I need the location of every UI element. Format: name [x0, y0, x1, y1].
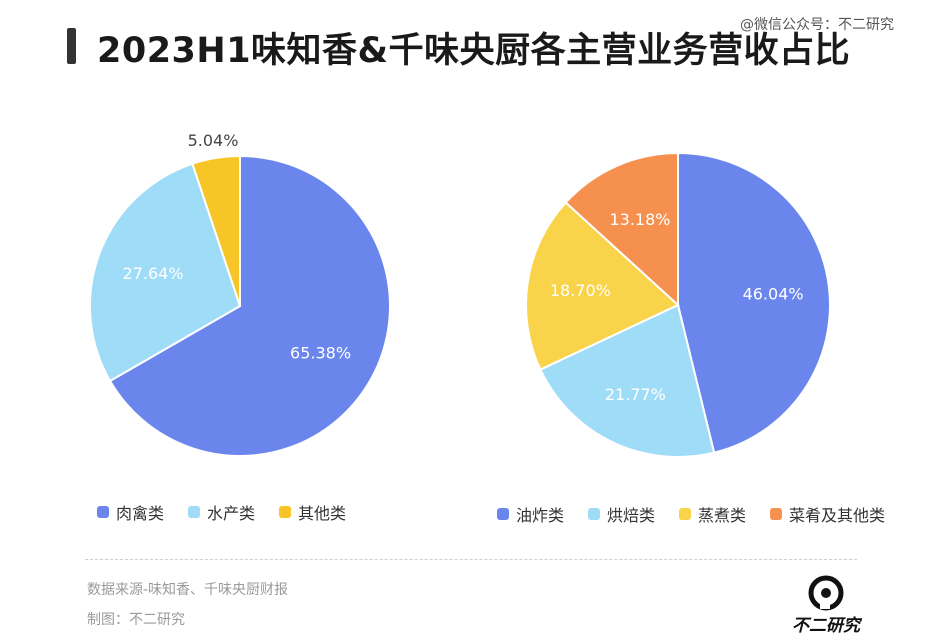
pie-data-label: 21.77% [605, 385, 666, 404]
legend-label: 其他类 [298, 504, 347, 523]
legend-item: 水产类 [188, 500, 255, 524]
brand-name: 不二研究 [792, 616, 860, 636]
pie-data-label: 46.04% [743, 285, 804, 304]
pie-data-label: 18.70% [550, 281, 611, 300]
data-source: 数据来源-味知香、千味央厨财报 [87, 582, 289, 598]
pie-data-label: 13.18% [609, 210, 670, 229]
pie-slice-蒸煮类 [525, 201, 680, 371]
pie-chart-left: 65.38% 27.64% 5.04% [89, 131, 391, 457]
legend-item: 油炸类 [497, 502, 564, 526]
legend-label: 菜肴及其他类 [789, 506, 886, 525]
pie-slice-菜肴及其他类 [564, 151, 679, 308]
pie-slice-油炸类 [677, 151, 831, 454]
legend-swatch [279, 506, 292, 518]
legend-right: 油炸类 烘焙类 蒸煮类 菜肴及其他类 [497, 502, 909, 526]
pie-slice-水产类 [89, 162, 242, 383]
chart-maker: 制图：不二研究 [87, 612, 185, 628]
weibo-watermark: @微信公众号：不二研究 [740, 17, 894, 33]
chart-title: 2023H1味知香&千味央厨各主营业务营收占比 [97, 31, 851, 71]
legend-swatch [97, 506, 109, 518]
legend-item: 其他类 [279, 500, 346, 524]
pie-slice-其他类 [191, 154, 241, 307]
legend-label: 肉禽类 [116, 504, 165, 523]
pie-slice-烘焙类 [539, 303, 716, 458]
legend-left: 肉禽类 水产类 其他类 [97, 500, 370, 524]
legend-item: 肉禽类 [97, 500, 164, 524]
legend-label: 蒸煮类 [698, 506, 747, 525]
pie-data-label: 27.64% [123, 264, 184, 283]
legend-label: 油炸类 [516, 506, 565, 525]
brand-logo: 不二研究 [776, 575, 876, 636]
legend-swatch [770, 508, 783, 520]
legend-swatch [188, 506, 201, 518]
brand-logo-icon [808, 575, 844, 611]
pie-slice-肉禽类 [108, 154, 391, 457]
title-accent-bar [67, 28, 76, 64]
pie-data-label: 5.04% [188, 131, 239, 150]
footer-divider [85, 559, 857, 560]
pie-chart-right: 46.04% 21.77% 18.70% 13.18% [525, 151, 831, 458]
legend-label: 烘焙类 [607, 506, 656, 525]
legend-item: 蒸煮类 [679, 502, 746, 526]
legend-swatch [497, 508, 509, 520]
legend-item: 菜肴及其他类 [770, 502, 885, 526]
legend-label: 水产类 [207, 504, 256, 523]
legend-swatch [588, 508, 601, 520]
pie-data-label: 65.38% [290, 344, 351, 363]
legend-item: 烘焙类 [588, 502, 655, 526]
legend-swatch [679, 508, 692, 520]
